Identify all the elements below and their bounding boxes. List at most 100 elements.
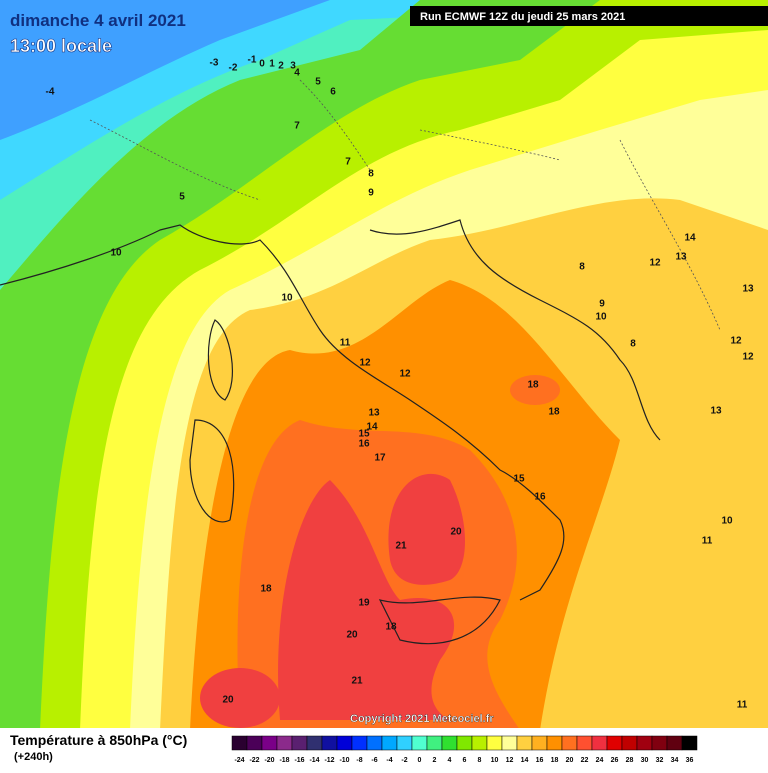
colorbar-swatch [381, 735, 398, 751]
contour-label: 14 [366, 422, 378, 433]
legend-title: Température à 850hPa (°C) [10, 732, 187, 748]
contour-label: 10 [595, 312, 607, 323]
contour-label: 8 [368, 169, 374, 180]
colorbar: -24 -22 -20 -18 -16 -14 -12 -10 -8 -6 -4 -2 0 2 4 6 8 10 1… [231, 735, 698, 764]
contour-label: 13 [710, 406, 722, 417]
contour-label: 15 [358, 429, 370, 440]
header: dimanche 4 avril 2021 13:00 locale Run E… [10, 6, 768, 725]
contour-label: -1 [248, 55, 257, 66]
colorbar-tick-label: 34 [671, 757, 679, 764]
colorbar-tick-label: 12 [506, 757, 514, 764]
colorbar-tick-label: -14 [309, 757, 319, 764]
colorbar-swatch [291, 735, 308, 751]
contour-label: -2 [229, 63, 238, 74]
contour-label: 5 [315, 77, 321, 88]
colorbar-swatch [441, 735, 458, 751]
colorbar-tick-label: 16 [536, 757, 544, 764]
contour-label: 11 [340, 338, 351, 349]
colorbar-swatch [606, 735, 623, 751]
colorbar-tick-label: -18 [279, 757, 289, 764]
contour-label: 14 [684, 233, 696, 244]
contour-label: 9 [368, 188, 374, 199]
contour-labels: -3 -2-1 0 1 2 345-4 67758910101112121314151617… [46, 55, 754, 711]
colorbar-swatch [456, 735, 473, 751]
colorbar-tick-label: 6 [463, 757, 467, 764]
contour-label: 8 [630, 339, 636, 350]
contour-label: 2 [278, 61, 284, 72]
colorbar-tick-label: -8 [356, 757, 362, 764]
contour-label: 1 [269, 59, 275, 70]
colorbar-swatch [561, 735, 578, 751]
colorbar-tick-label: 8 [478, 757, 482, 764]
contour-label: 13 [675, 252, 687, 263]
contour-label: 18 [260, 584, 272, 595]
colorbar-tick-label: -20 [264, 757, 274, 764]
colorbar-tick-label: 18 [551, 757, 559, 764]
contour-label: 6 [330, 87, 336, 98]
colorbar-swatch [621, 735, 638, 751]
colorbar-swatch [531, 735, 548, 751]
contour-label: 12 [742, 352, 754, 363]
colorbar-tick-label: -12 [324, 757, 334, 764]
run-box [410, 6, 768, 26]
contour-label: 3 [290, 61, 296, 72]
colorbar-swatch [276, 735, 293, 751]
colorbar-swatch [306, 735, 323, 751]
contour-label: 16 [358, 439, 370, 450]
colorbar-tick-label: 2 [433, 757, 437, 764]
colorbar-swatch [591, 735, 608, 751]
contour-label: 12 [730, 336, 742, 347]
coastlines [0, 79, 721, 645]
contour-label: 20 [222, 695, 234, 706]
colorbar-tick-label: -10 [339, 757, 349, 764]
contour-label: 20 [346, 630, 358, 641]
contour-label: 9 [599, 299, 605, 310]
contour-label: 20 [450, 527, 462, 538]
colorbar-swatch [486, 735, 503, 751]
contour-label: 18 [527, 380, 539, 391]
colorbar-tick-label: 10 [491, 757, 499, 764]
colorbar-swatch [351, 735, 368, 751]
colorbar-swatch [636, 735, 653, 751]
colorbar-tick-label: -16 [294, 757, 304, 764]
contour-label: 18 [548, 407, 560, 418]
contour-label: 12 [649, 258, 661, 269]
contour-label: -3 [210, 58, 219, 69]
colorbar-swatch [396, 735, 413, 751]
colorbar-tick-label: 4 [448, 757, 452, 764]
colorbar-swatch [426, 735, 443, 751]
colorbar-swatch [576, 735, 593, 751]
colorbar-tick-label: 30 [641, 757, 649, 764]
contour-label: 17 [374, 453, 386, 464]
colorbar-swatch [666, 735, 683, 751]
contour-label: 18 [385, 622, 397, 633]
colorbar-swatch [681, 735, 698, 751]
contour-label: 13 [742, 284, 754, 295]
contour-label: 12 [399, 369, 411, 380]
map-time: 13:00 locale [10, 36, 112, 56]
contour-label: 0 [259, 59, 265, 70]
colorbar-tick-label: -6 [371, 757, 377, 764]
colorbar-tick-label: -22 [249, 757, 259, 764]
contour-label: 10 [721, 516, 733, 527]
contour-label: 7 [294, 121, 300, 132]
temperature-field [0, 0, 768, 730]
contour-label: 15 [513, 474, 525, 485]
colorbar-swatch [516, 735, 533, 751]
contour-label: 4 [294, 68, 300, 79]
colorbar-swatch [246, 735, 263, 751]
contour-label: 16 [534, 492, 546, 503]
colorbar-swatch [471, 735, 488, 751]
contour-label: 13 [368, 408, 380, 419]
colorbar-tick-label: -24 [234, 757, 244, 764]
contour-label: 5 [179, 192, 185, 203]
colorbar-tick-label: 24 [596, 757, 604, 764]
run-info: Run ECMWF 12Z du jeudi 25 mars 2021 [420, 11, 625, 23]
contour-label: 7 [345, 157, 351, 168]
colorbar-tick-label: 28 [626, 757, 634, 764]
colorbar-swatch [321, 735, 338, 751]
colorbar-tick-label: 14 [521, 757, 529, 764]
contour-label: 21 [351, 676, 363, 687]
colorbar-swatch [231, 735, 248, 751]
